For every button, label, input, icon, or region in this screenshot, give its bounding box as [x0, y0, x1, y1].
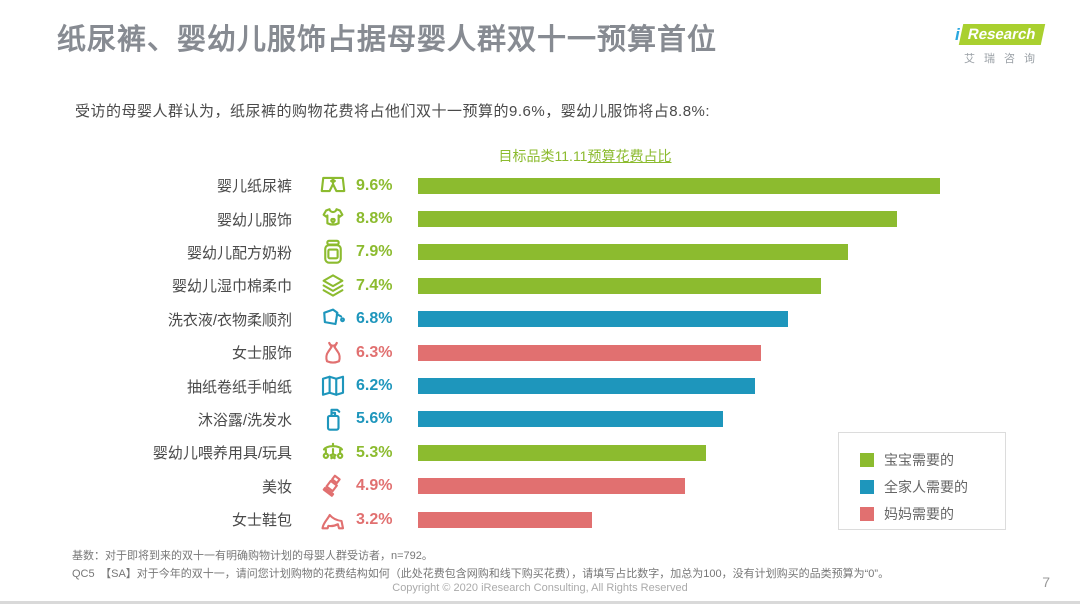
legend-item: 全家人需要的 — [860, 473, 1005, 500]
value-label: 9.6% — [356, 176, 393, 194]
category-label: 婴幼儿配方奶粉 — [186, 244, 292, 262]
value-label: 4.9% — [356, 477, 393, 495]
value-label: 5.3% — [356, 443, 393, 461]
chart-title: 目标品类11.11预算花费占比 — [90, 146, 1080, 166]
bar — [418, 411, 723, 428]
chart-rows: 婴儿纸尿裤 9.6% 婴幼儿服饰 8.8% 婴幼儿配方奶粉 7.9% 婴幼儿湿巾棉柔巾 7.4… — [60, 169, 940, 536]
base-note: 基数：对于即将到来的双十一有明确购物计划的母婴人群受访者，n=792。 — [72, 550, 433, 562]
copyright: Copyright © 2020 iResearch Consulting, A… — [392, 582, 688, 594]
onesie-icon — [316, 203, 350, 235]
bar — [418, 378, 755, 395]
value-label: 3.2% — [356, 510, 393, 528]
diaper-icon — [316, 170, 350, 202]
legend-label: 宝宝需要的 — [884, 451, 954, 468]
logo-i-mark: i — [955, 24, 960, 44]
legend-swatch — [860, 452, 874, 467]
detergent-icon — [316, 303, 350, 335]
dress-icon — [316, 337, 350, 369]
category-label: 美妆 — [261, 478, 292, 496]
legend: 宝宝需要的全家人需要的 妈妈需要的 — [838, 432, 1006, 530]
chart-row: 美妆 4.9% — [60, 470, 940, 503]
value-label: 5.6% — [356, 410, 393, 428]
bar — [418, 344, 761, 361]
bar — [418, 478, 685, 495]
bar-chart: 婴儿纸尿裤 9.6% 婴幼儿服饰 8.8% 婴幼儿配方奶粉 7.9% 婴幼儿湿巾棉柔巾 7.4… — [60, 169, 940, 536]
chart-row: 婴儿纸尿裤 9.6% — [60, 169, 940, 202]
legend-swatch — [860, 506, 874, 521]
legend-item: 妈妈需要的 — [860, 500, 1005, 527]
value-label: 6.2% — [356, 377, 393, 395]
chart-row: 婴幼儿服饰 8.8% — [60, 202, 940, 235]
legend-label: 全家人需要的 — [884, 478, 968, 495]
chart-title-plain: 目标品类11.11 — [498, 148, 588, 164]
bar — [418, 444, 706, 461]
bar — [418, 277, 821, 294]
value-label: 8.8% — [356, 210, 393, 228]
shampoo-icon — [316, 403, 350, 435]
milk-jar-icon — [316, 236, 350, 268]
bar — [418, 311, 788, 328]
bar — [418, 511, 592, 528]
chart-title-underlined: 预算花费占比 — [587, 148, 672, 164]
value-label: 7.9% — [356, 243, 393, 261]
chart-row: 婴幼儿喂养用具/玩具 5.3% — [60, 436, 940, 469]
chart-row: 女士鞋包 3.2% — [60, 503, 940, 536]
chart-row: 洗衣液/衣物柔顺剂 6.8% — [60, 303, 940, 336]
lipstick-icon — [316, 470, 350, 502]
page-title: 纸尿裤、婴幼儿服饰占据母婴人群双十一预算首位 — [57, 24, 718, 56]
category-label: 抽纸卷纸手帕纸 — [186, 378, 292, 396]
bar — [418, 244, 848, 261]
footnotes: 基数：对于即将到来的双十一有明确购物计划的母婴人群受访者，n=792。 QC5 … — [72, 547, 889, 583]
intro-text: 受访的母婴人群认为，纸尿裤的购物花费将占他们双十一预算的9.6%，婴幼儿服饰将占… — [75, 103, 711, 120]
question-note: QC5 【SA】对于今年的双十一，请问您计划购物的花费结构如何（此处花费包含网购… — [72, 568, 890, 580]
category-label: 婴幼儿喂养用具/玩具 — [152, 445, 292, 463]
legend-swatch — [860, 479, 874, 494]
tissue-icon — [316, 370, 350, 402]
chart-row: 沐浴露/洗发水 5.6% — [60, 403, 940, 436]
category-label: 沐浴露/洗发水 — [197, 411, 292, 429]
chart-row: 婴幼儿配方奶粉 7.9% — [60, 236, 940, 269]
category-label: 洗衣液/衣物柔顺剂 — [167, 311, 292, 329]
value-label: 7.4% — [356, 276, 393, 294]
bar — [418, 211, 897, 228]
mobile-toy-icon — [316, 437, 350, 469]
logo-chinese-name: 艾瑞咨询 — [964, 53, 1044, 65]
category-label: 婴幼儿服饰 — [216, 211, 292, 229]
category-label: 婴幼儿湿巾棉柔巾 — [171, 278, 292, 296]
page-number: 7 — [1042, 574, 1050, 590]
heel-icon — [316, 504, 350, 536]
logo-wordmark: Research — [958, 24, 1045, 45]
chart-row: 女士服饰 6.3% — [60, 336, 940, 369]
category-label: 女士服饰 — [231, 345, 292, 363]
value-label: 6.3% — [356, 343, 393, 361]
value-label: 6.8% — [356, 310, 393, 328]
category-label: 女士鞋包 — [231, 512, 292, 530]
wipes-icon — [316, 270, 350, 302]
chart-row: 抽纸卷纸手帕纸 6.2% — [60, 369, 940, 402]
legend-label: 妈妈需要的 — [884, 505, 954, 522]
chart-row: 婴幼儿湿巾棉柔巾 7.4% — [60, 269, 940, 302]
bottom-divider — [0, 601, 1080, 604]
category-label: 婴儿纸尿裤 — [216, 178, 292, 196]
bar — [418, 177, 940, 194]
iresearch-logo: i Research 艾瑞咨询 — [955, 24, 1045, 66]
legend-item: 宝宝需要的 — [860, 446, 1005, 473]
header: 纸尿裤、婴幼儿服饰占据母婴人群双十一预算首位 i Research 艾瑞咨询 — [57, 22, 1045, 66]
